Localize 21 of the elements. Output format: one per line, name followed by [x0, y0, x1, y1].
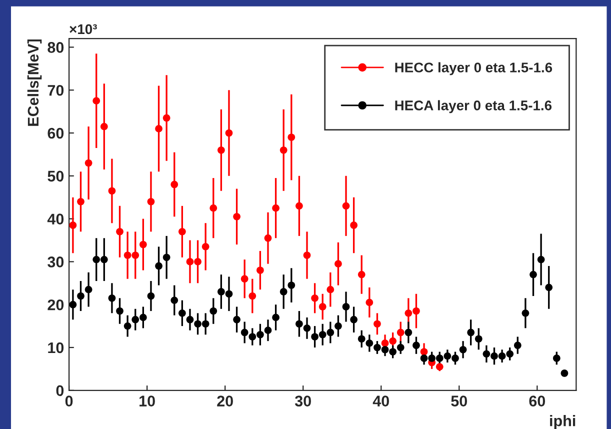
x-tick-label: 30 — [294, 396, 311, 406]
y-tick-label: 10 — [48, 342, 64, 354]
legend-label: HECC layer 0 eta 1.5-1.6 — [395, 62, 552, 76]
x-tick-label: 10 — [140, 396, 155, 406]
x-axis-title: iphi — [550, 415, 576, 429]
legend-label: HECA layer 0 eta 1.5-1.6 — [395, 100, 552, 114]
x-tick-label: 60 — [529, 396, 546, 406]
x-tick-label: 50 — [451, 396, 468, 406]
y-tick-label: 60 — [48, 128, 64, 139]
x-tick-label: 40 — [372, 396, 389, 406]
y-tick-label: 80 — [48, 42, 64, 53]
y-tick-label: 70 — [48, 84, 64, 96]
y-tick-label: 30 — [48, 256, 64, 268]
y-tick-label: 0 — [56, 385, 64, 396]
text: ×10³ — [70, 24, 97, 34]
x-tick-label: 0 — [65, 396, 73, 406]
y-tick-label: 20 — [48, 299, 64, 310]
y-tick-label: 40 — [47, 214, 64, 224]
y-axis-title: ECells[MeV] — [27, 39, 42, 126]
x-tick-label: 20 — [217, 396, 233, 406]
y-tick-label: 50 — [48, 170, 64, 182]
